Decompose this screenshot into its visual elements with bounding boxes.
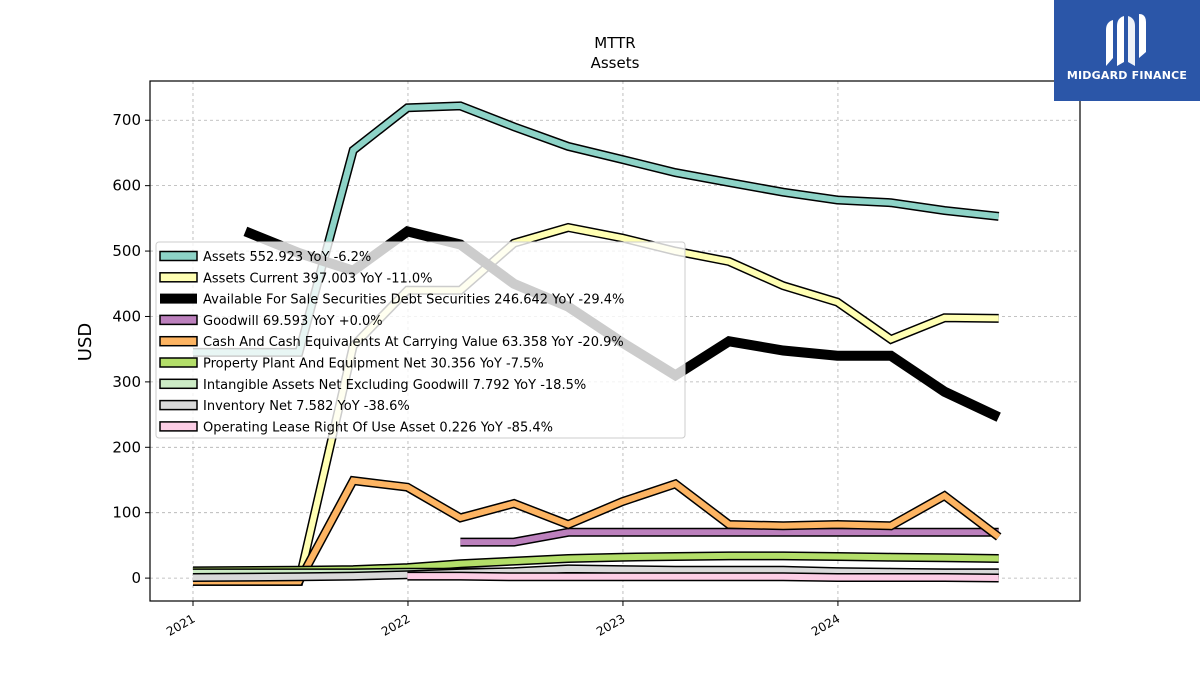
legend-label: Assets Current 397.003 YoY -11.0% <box>203 271 433 286</box>
legend-swatch <box>159 357 198 368</box>
logo-brand-text: MIDGARD FINANCE <box>1066 69 1188 82</box>
legend-item: Assets Current 397.003 YoY -11.0% <box>159 271 433 286</box>
legend-swatch <box>160 293 197 304</box>
legend-label: Cash And Cash Equivalents At Carrying Va… <box>203 335 624 350</box>
series-1 <box>193 101 1000 357</box>
legend-label: Property Plant And Equipment Net 30.356 … <box>203 357 544 372</box>
y-tick-label: 300 <box>112 373 141 391</box>
legend-item: Available For Sale Securities Debt Secur… <box>160 293 624 308</box>
legend-label: Available For Sale Securities Debt Secur… <box>203 293 624 308</box>
legend-item: Operating Lease Right Of Use Asset 0.226… <box>159 420 553 435</box>
legend-swatch <box>159 250 198 262</box>
series-4 <box>460 527 999 547</box>
legend-item: Cash And Cash Equivalents At Carrying Va… <box>159 335 624 350</box>
series-5 <box>193 475 1002 586</box>
legend-label: Operating Lease Right Of Use Asset 0.226… <box>203 420 553 435</box>
legend-label: Intangible Assets Net Excluding Goodwill… <box>203 378 586 393</box>
legend-swatch <box>159 399 198 411</box>
midgard-finance-logo: MIDGARD FINANCE <box>1054 0 1200 101</box>
legend-item: Assets 552.923 YoY -6.2% <box>159 250 371 265</box>
legend-swatch <box>159 421 198 432</box>
logo-mark-icon <box>1106 14 1146 66</box>
x-tick-label: 2021 <box>164 611 197 638</box>
legend-swatch <box>159 272 198 283</box>
legend-label: Goodwill 69.593 YoY +0.0% <box>203 314 383 329</box>
legend-item: Property Plant And Equipment Net 30.356 … <box>159 357 544 372</box>
legend: Assets 552.923 YoY -6.2% Assets Current 3… <box>155 241 686 439</box>
chart-subtitle: Assets <box>591 54 640 72</box>
y-tick-label: 0 <box>131 569 141 587</box>
legend-item: Goodwill 69.593 YoY +0.0% <box>159 314 383 329</box>
series-line <box>460 529 999 546</box>
x-tick-label: 2023 <box>594 611 627 638</box>
y-tick-label: 400 <box>112 307 141 325</box>
x-tick-label: 2024 <box>809 611 842 638</box>
y-tick-label: 700 <box>112 111 141 129</box>
y-tick-label: 500 <box>112 242 141 260</box>
series-line <box>193 102 1000 356</box>
legend-label: Inventory Net 7.582 YoY -38.6% <box>203 399 410 414</box>
series-line <box>407 573 999 581</box>
series-line <box>192 565 999 581</box>
plot-frame <box>149 80 1081 602</box>
legend-label: Assets 552.923 YoY -6.2% <box>203 250 371 265</box>
y-tick-label: 600 <box>112 177 141 195</box>
legend-swatch <box>159 314 198 326</box>
legend-item: Intangible Assets Net Excluding Goodwill… <box>159 378 586 393</box>
legend-swatch <box>159 335 198 347</box>
legend-box <box>155 241 686 439</box>
series-9 <box>407 571 999 583</box>
chart-title: MTTR <box>594 34 635 52</box>
y-axis-label: USD <box>75 323 96 361</box>
legend-swatch <box>159 378 198 390</box>
series-line <box>193 477 1001 585</box>
y-tick-label: 100 <box>112 504 141 522</box>
y-tick-label: 200 <box>112 438 141 456</box>
legend-item: Inventory Net 7.582 YoY -38.6% <box>159 399 410 414</box>
series-8 <box>192 564 999 582</box>
x-tick-label: 2022 <box>379 611 412 638</box>
